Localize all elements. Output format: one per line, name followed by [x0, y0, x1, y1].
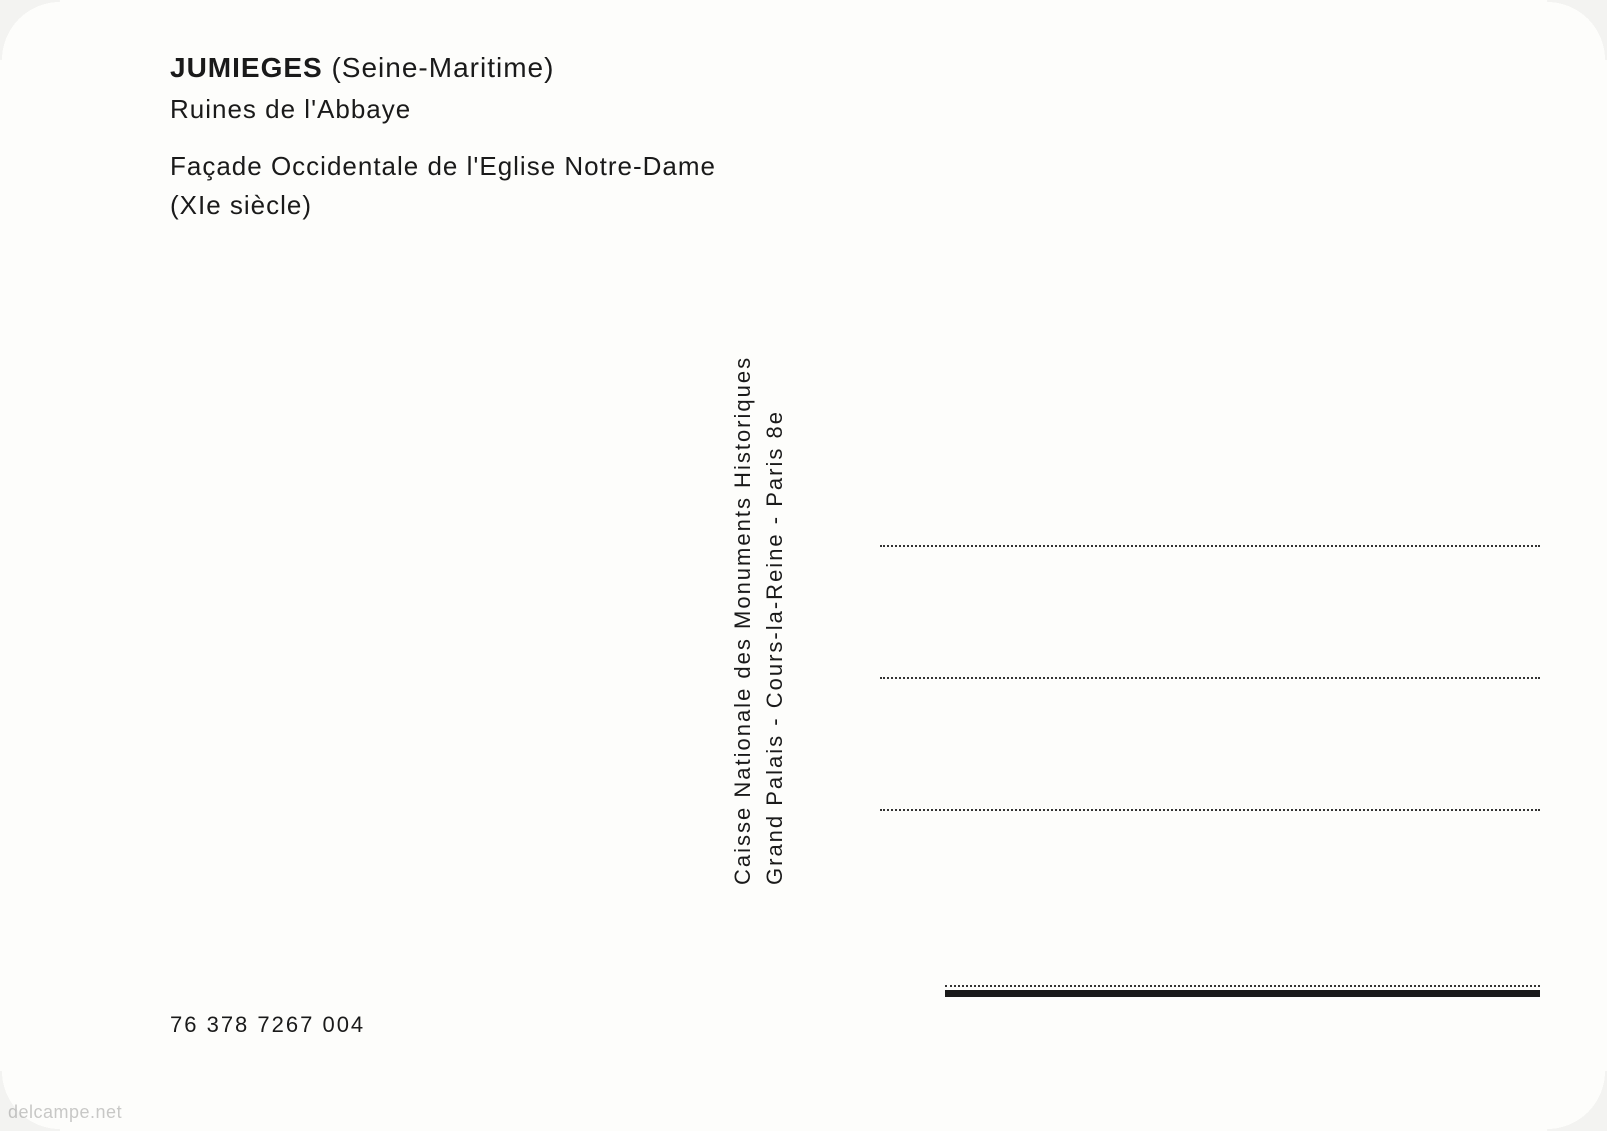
title-line: JUMIEGES (Seine-Maritime) [170, 52, 870, 84]
header-block: JUMIEGES (Seine-Maritime) Ruines de l'Ab… [170, 52, 870, 225]
recipient-underline-dotted [945, 985, 1540, 987]
address-lines-block [880, 545, 1540, 811]
publisher-vertical-block: Caisse Nationale des Monuments Historiqu… [730, 265, 790, 895]
publisher-line-1: Caisse Nationale des Monuments Historiqu… [730, 356, 756, 885]
address-line-1 [880, 545, 1540, 547]
corner-rounding-br [1547, 1071, 1607, 1131]
description-line-2: (XIe siècle) [170, 186, 870, 225]
reference-code: 76 378 7267 004 [170, 1012, 365, 1038]
address-line-2 [880, 677, 1540, 679]
publisher-line-2: Grand Palais - Cours-la-Reine - Paris 8e [762, 410, 788, 885]
description-line-1: Façade Occidentale de l'Eglise Notre-Dam… [170, 147, 870, 186]
corner-rounding-tl [0, 0, 60, 60]
corner-rounding-tr [1547, 0, 1607, 60]
subtitle: Ruines de l'Abbaye [170, 94, 870, 125]
recipient-underline-solid [945, 990, 1540, 997]
location-title: JUMIEGES [170, 52, 323, 83]
location-region: (Seine-Maritime) [331, 52, 554, 83]
address-line-3 [880, 809, 1540, 811]
watermark-text: delcampe.net [8, 1102, 122, 1123]
postcard-back: JUMIEGES (Seine-Maritime) Ruines de l'Ab… [0, 0, 1607, 1131]
